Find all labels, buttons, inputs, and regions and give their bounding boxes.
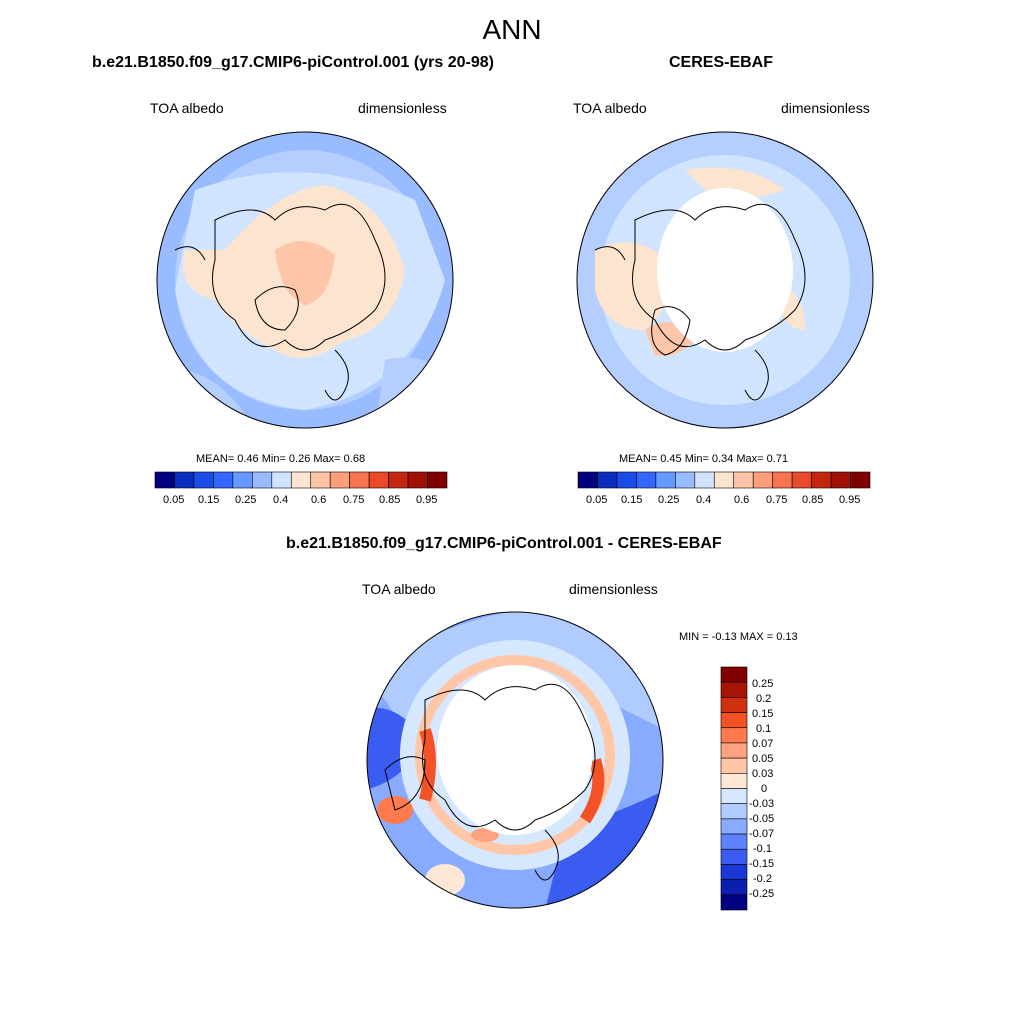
figure-title: ANN (482, 14, 542, 45)
colorbar-swatch (232, 471, 253, 489)
panel-diff-stats: MIN = -0.13 MAX = 0.13 (679, 631, 798, 643)
colorbar-swatch (388, 471, 409, 489)
colorbar-swatch (720, 757, 748, 774)
colorbar-obs-tick: 0.95 (839, 494, 861, 506)
colorbar-model-tick: 0.95 (416, 494, 438, 506)
colorbar-swatch (407, 471, 428, 489)
colorbar-swatch (636, 471, 657, 489)
colorbar-swatch (616, 471, 637, 489)
map-obs (576, 131, 874, 429)
colorbar-swatch (174, 471, 195, 489)
colorbar-swatch (720, 894, 748, 911)
panel-model-units: dimensionless (358, 100, 447, 116)
colorbar-swatch (720, 864, 748, 880)
colorbar-model (154, 471, 448, 489)
colorbar-swatch (720, 727, 748, 744)
colorbar-diff-tick: -0.05 (749, 813, 775, 825)
colorbar-swatch (720, 712, 748, 729)
colorbar-diff-tick: 0.07 (752, 738, 774, 750)
panel-obs-title: CERES-EBAF (669, 54, 774, 71)
colorbar-swatch (811, 471, 832, 489)
colorbar-model-tick: 0.85 (379, 494, 401, 506)
colorbar-diff-tick: -0.07 (749, 828, 775, 840)
colorbar-diff-tick: 0.2 (756, 693, 772, 705)
colorbar-diff-tick: 0.15 (752, 708, 774, 720)
colorbar-swatch (597, 471, 618, 489)
colorbar-model-ticks: 0.05 0.15 0.25 0.4 0.6 0.75 0.85 0.95 (155, 494, 447, 508)
map-diff (366, 611, 664, 909)
colorbar-model-tick: 0.4 (273, 494, 289, 506)
colorbar-swatch (720, 818, 748, 835)
colorbar-obs (577, 471, 871, 489)
colorbar-swatch (655, 471, 676, 489)
colorbar-diff-tick: 0.25 (752, 678, 774, 690)
colorbar-swatch (329, 471, 350, 489)
colorbar-swatch (368, 471, 389, 489)
colorbar-swatch (720, 848, 748, 865)
colorbar-obs-tick: 0.75 (766, 494, 788, 506)
panel-diff-title: b.e21.B1850.f09_g17.CMIP6-piControl.001 … (286, 535, 722, 552)
colorbar-model-tick: 0.25 (235, 494, 257, 506)
colorbar-swatch (720, 879, 748, 896)
colorbar-obs-tick: 0.85 (802, 494, 824, 506)
colorbar-swatch (213, 471, 234, 489)
panel-diff-variable: TOA albedo (362, 581, 436, 597)
panel-obs-variable: TOA albedo (573, 100, 647, 116)
colorbar-swatch (830, 471, 851, 489)
colorbar-diff-tick: -0.2 (753, 873, 772, 885)
colorbar-obs-tick: 0.4 (696, 494, 712, 506)
colorbar-diff-tick: 0.05 (752, 753, 774, 765)
colorbar-swatch (310, 471, 331, 489)
colorbar-diff-ticks: 0.25 0.2 0.15 0.1 0.07 0.05 0.03 0 -0.03… (749, 667, 812, 910)
colorbar-swatch (752, 471, 773, 489)
colorbar-swatch (720, 666, 748, 683)
colorbar-swatch (577, 471, 598, 489)
colorbar-swatch (694, 471, 715, 489)
colorbar-swatch (791, 471, 812, 489)
panel-model-variable: TOA albedo (150, 100, 224, 116)
colorbar-swatch (427, 471, 448, 489)
colorbar-diff-tick: -0.1 (753, 843, 772, 855)
colorbar-swatch (720, 742, 748, 759)
colorbar-swatch (271, 471, 292, 489)
colorbar-swatch (675, 471, 696, 489)
colorbar-model-tick: 0.15 (198, 494, 220, 506)
colorbar-obs-ticks: 0.05 0.15 0.25 0.4 0.6 0.75 0.85 0.95 (578, 494, 870, 508)
colorbar-diff-tick: 0.1 (756, 723, 772, 735)
colorbar-diff-tick: -0.25 (749, 888, 775, 900)
colorbar-model-tick: 0.75 (343, 494, 365, 506)
colorbar-swatch (720, 833, 748, 850)
colorbar-swatch (720, 788, 748, 804)
colorbar-swatch (720, 697, 748, 713)
colorbar-swatch (290, 471, 312, 489)
colorbar-swatch (733, 471, 754, 489)
colorbar-obs-tick: 0.25 (658, 494, 680, 506)
panel-model-stats: MEAN= 0.46 Min= 0.26 Max= 0.68 (196, 453, 366, 465)
colorbar-diff-tick: 0 (761, 783, 768, 795)
colorbar-swatch (252, 471, 273, 489)
colorbar-swatch (349, 471, 370, 489)
panel-obs-stats: MEAN= 0.45 Min= 0.34 Max= 0.71 (619, 453, 789, 465)
colorbar-obs-tick: 0.05 (586, 494, 608, 506)
panel-obs-units: dimensionless (781, 100, 870, 116)
colorbar-swatch (772, 471, 793, 489)
colorbar-diff-tick: 0.03 (752, 768, 774, 780)
colorbar-model-tick: 0.05 (163, 494, 185, 506)
panel-diff-units: dimensionless (569, 581, 658, 597)
panel-model-title: b.e21.B1850.f09_g17.CMIP6-piControl.001 … (92, 54, 494, 71)
colorbar-diff (720, 666, 748, 911)
colorbar-diff-tick: -0.03 (749, 798, 775, 810)
colorbar-swatch (720, 681, 748, 698)
colorbar-obs-tick: 0.15 (621, 494, 643, 506)
map-model (156, 131, 454, 429)
colorbar-swatch (154, 471, 175, 489)
colorbar-model-tick: 0.6 (311, 494, 327, 506)
colorbar-diff-tick: -0.15 (749, 858, 775, 870)
colorbar-swatch (713, 471, 735, 489)
colorbar-swatch (193, 471, 214, 489)
colorbar-swatch (850, 471, 871, 489)
colorbar-obs-tick: 0.6 (734, 494, 750, 506)
colorbar-swatch (720, 773, 748, 789)
colorbar-swatch (720, 803, 748, 820)
